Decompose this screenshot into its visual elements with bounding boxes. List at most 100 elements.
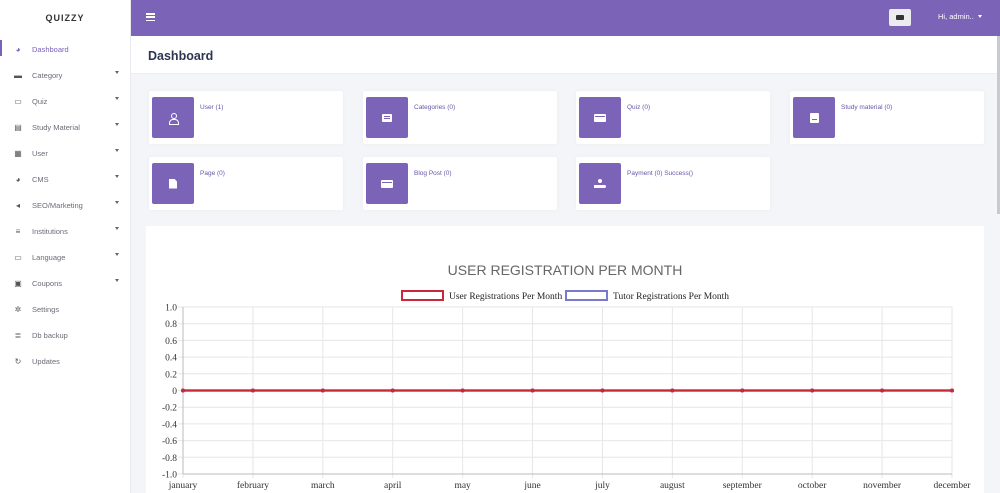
x-tick-label: october bbox=[798, 481, 827, 491]
sidebar-item-label: Settings bbox=[32, 304, 60, 314]
sidebar-item-label: Study Material bbox=[32, 122, 80, 132]
gear-icon: ✲ bbox=[14, 304, 22, 314]
scrollbar[interactable] bbox=[997, 36, 1000, 214]
y-tick-label: -0.6 bbox=[162, 437, 177, 447]
list-icon bbox=[382, 113, 392, 122]
sidebar-item-dashboard[interactable]: ◕ Dashboard bbox=[0, 36, 130, 62]
caret-down-icon bbox=[115, 253, 119, 256]
stat-card-label: Blog Post (0) bbox=[414, 170, 452, 177]
stat-card-study[interactable]: Study material (0) bbox=[790, 91, 984, 144]
sidebar-item-language[interactable]: ▭ Language bbox=[0, 244, 130, 270]
sidebar-item-institutions[interactable]: ≡ Institutions bbox=[0, 218, 130, 244]
sidebar-item-user[interactable]: ▦ User bbox=[0, 140, 130, 166]
sidebar-item-quiz[interactable]: ▭ Quiz bbox=[0, 88, 130, 114]
keyboard-icon: ▭ bbox=[14, 252, 22, 262]
stat-card-payment[interactable]: Payment (0) Success() bbox=[576, 157, 770, 210]
stat-card-label: Payment (0) Success() bbox=[627, 170, 694, 177]
caret-down-icon bbox=[115, 97, 119, 100]
sidebar-item-label: Coupons bbox=[32, 278, 63, 288]
sidebar-item-category[interactable]: ▬ Category bbox=[0, 62, 130, 88]
page-title: Dashboard bbox=[148, 49, 214, 63]
y-tick-label: 0 bbox=[172, 387, 177, 397]
x-tick-label: july bbox=[594, 481, 610, 491]
sidebar-item-label: CMS bbox=[32, 174, 49, 184]
sidebar-item-label: Quiz bbox=[32, 96, 48, 106]
stat-card-quiz[interactable]: Quiz (0) bbox=[576, 91, 770, 144]
brand-logo: QUIZZY bbox=[45, 13, 85, 23]
sidebar-item-settings[interactable]: ✲ Settings bbox=[0, 296, 130, 322]
stat-card-blog[interactable]: Blog Post (0) bbox=[363, 157, 557, 210]
sidebar-item-study-material[interactable]: ▤ Study Material bbox=[0, 114, 130, 140]
data-point bbox=[950, 388, 954, 393]
sidebar: QUIZZY ◕ Dashboard ▬ Category ▭ Quiz ▤ Study Ma… bbox=[0, 0, 131, 493]
user-icon bbox=[168, 112, 179, 125]
stat-card-label: User (1) bbox=[200, 104, 224, 111]
book-icon bbox=[809, 112, 819, 123]
caret-down-icon bbox=[115, 227, 119, 230]
keyboard-icon: ▭ bbox=[14, 96, 22, 106]
y-tick-label: 0.2 bbox=[165, 370, 177, 380]
hamburger-menu-icon[interactable] bbox=[146, 13, 155, 22]
data-point bbox=[810, 388, 815, 393]
legend-label: Tutor Registrations Per Month bbox=[613, 292, 729, 302]
x-tick-label: june bbox=[523, 481, 540, 491]
caret-down-icon bbox=[115, 71, 119, 74]
y-tick-label: -0.4 bbox=[162, 420, 177, 430]
data-point bbox=[250, 388, 255, 393]
bank-icon: ≡ bbox=[15, 226, 21, 236]
card-icon bbox=[594, 113, 606, 122]
palette-icon: ◕ bbox=[15, 174, 21, 184]
y-tick-label: -0.2 bbox=[162, 404, 177, 414]
sidebar-item-label: Db backup bbox=[32, 330, 68, 340]
y-tick-label: 0.8 bbox=[165, 320, 177, 330]
card-icon-box bbox=[366, 163, 408, 204]
card-icon-box bbox=[793, 97, 835, 138]
legend-swatch bbox=[565, 290, 608, 301]
sidebar-item-seo-marketing[interactable]: ◂ SEO/Marketing bbox=[0, 192, 130, 218]
stat-card-categories[interactable]: Categories (0) bbox=[363, 91, 557, 144]
stat-card-label: Study material (0) bbox=[841, 104, 893, 111]
user-greeting: Hi, admin.. bbox=[938, 12, 974, 21]
stat-card-label: Page (0) bbox=[200, 170, 225, 177]
gift-icon: ▣ bbox=[14, 278, 22, 288]
card-icon bbox=[381, 179, 393, 188]
refresh-icon: ↻ bbox=[14, 356, 22, 366]
user-menu-dropdown[interactable]: Hi, admin.. bbox=[938, 12, 982, 21]
y-tick-label: 0.6 bbox=[165, 337, 177, 347]
x-tick-label: december bbox=[934, 481, 972, 491]
x-tick-label: august bbox=[660, 481, 685, 491]
sidebar-item-label: User bbox=[32, 148, 48, 158]
card-icon-box bbox=[152, 97, 194, 138]
data-point bbox=[880, 388, 885, 393]
x-tick-label: january bbox=[168, 481, 198, 491]
sidebar-item-db-backup[interactable]: ≣ Db backup bbox=[0, 322, 130, 348]
sidebar-item-updates[interactable]: ↻ Updates bbox=[0, 348, 130, 374]
chart-panel: USER REGISTRATION PER MONTH User Registra… bbox=[146, 226, 984, 493]
chart-title: USER REGISTRATION PER MONTH bbox=[448, 262, 683, 278]
table-icon: ▦ bbox=[14, 148, 22, 158]
stat-card-user[interactable]: User (1) bbox=[149, 91, 343, 144]
sidebar-item-label: Institutions bbox=[32, 226, 68, 236]
card-icon-box bbox=[579, 163, 621, 204]
caret-down-icon bbox=[115, 175, 119, 178]
x-tick-label: november bbox=[863, 481, 902, 491]
sidebar-item-label: Updates bbox=[32, 356, 60, 366]
sidebar-nav: ◕ Dashboard ▬ Category ▭ Quiz ▤ Study Material ▦… bbox=[0, 36, 130, 374]
caret-down-icon bbox=[115, 279, 119, 282]
data-point bbox=[600, 388, 605, 393]
caret-down-icon bbox=[977, 15, 982, 18]
card-icon-box bbox=[579, 97, 621, 138]
stat-card-page[interactable]: Page (0) bbox=[149, 157, 343, 210]
folder-icon: ▬ bbox=[14, 70, 22, 80]
registration-chart: USER REGISTRATION PER MONTH User Registra… bbox=[162, 262, 972, 491]
stat-card-label: Quiz (0) bbox=[627, 104, 651, 111]
caret-down-icon bbox=[115, 201, 119, 204]
legend-label: User Registrations Per Month bbox=[449, 292, 562, 302]
keyboard-button[interactable] bbox=[889, 9, 911, 26]
sidebar-item-cms[interactable]: ◕ CMS bbox=[0, 166, 130, 192]
data-point bbox=[390, 388, 395, 393]
card-icon-box bbox=[366, 97, 408, 138]
y-tick-label: -1.0 bbox=[162, 471, 177, 481]
data-point bbox=[530, 388, 535, 393]
sidebar-item-coupons[interactable]: ▣ Coupons bbox=[0, 270, 130, 296]
